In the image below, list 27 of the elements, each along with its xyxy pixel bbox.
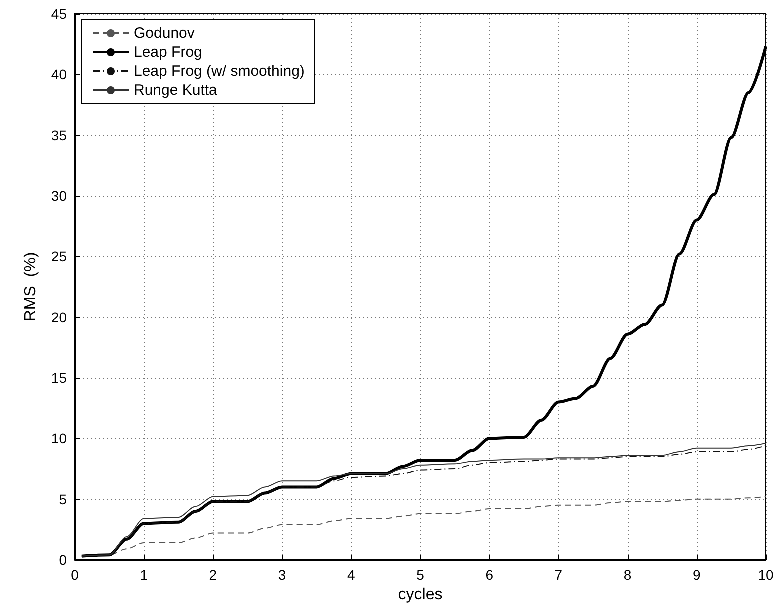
y-tick-label: 45 [51, 6, 68, 22]
x-tick-label: 2 [209, 567, 218, 583]
y-tick-label: 0 [59, 552, 68, 568]
x-tick-label: 7 [554, 567, 563, 583]
x-axis-title: cycles [398, 586, 443, 604]
y-tick-label: 25 [51, 248, 68, 265]
x-tick-label: 9 [693, 567, 701, 583]
x-tick-label: 10 [758, 567, 774, 583]
x-tick-label: 3 [278, 567, 286, 583]
x-tick-label: 1 [140, 567, 148, 583]
x-tick-label: 4 [348, 567, 356, 583]
y-tick-label: 20 [51, 309, 68, 326]
y-axis-title: RMS (%) [22, 252, 40, 322]
y-tick-label: 10 [51, 430, 68, 447]
y-tick-label: 35 [51, 127, 68, 144]
x-tick-label: 6 [486, 567, 494, 583]
x-tick-label: 0 [71, 567, 80, 583]
y-tick-label: 15 [51, 370, 68, 386]
legend-label: Godunov [134, 25, 196, 42]
legend-label: Runge Kutta [134, 82, 218, 99]
y-tick-label: 40 [51, 66, 68, 83]
y-tick-label: 30 [51, 188, 68, 204]
x-tick-label: 8 [624, 567, 632, 583]
x-tick-label: 5 [416, 567, 425, 583]
y-tick-label: 5 [59, 491, 68, 508]
legend-label: Leap Frog (w/ smoothing) [134, 63, 305, 80]
legend-label: Leap Frog [134, 44, 202, 61]
